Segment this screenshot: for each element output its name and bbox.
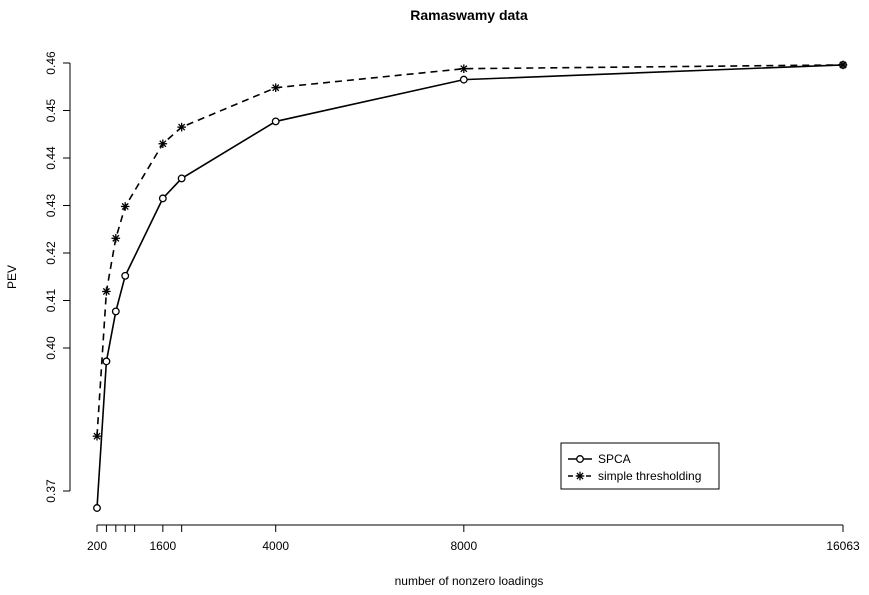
circle-marker — [177, 174, 186, 183]
asterisk-marker — [120, 202, 130, 211]
y-tick-label: 0.40 — [44, 336, 58, 360]
x-tick-label: 4000 — [262, 539, 289, 553]
y-tick-label: 0.45 — [44, 98, 58, 122]
asterisk-marker — [111, 233, 121, 243]
y-axis-label: PEV — [5, 265, 19, 289]
asterisk-marker — [575, 471, 585, 481]
asterisk-marker — [271, 83, 281, 92]
series-line-spca — [96, 64, 844, 509]
legend-label: SPCA — [598, 452, 631, 466]
x-axis-label: number of nonzero loadings — [395, 574, 544, 588]
circle-marker — [111, 307, 120, 316]
circle-marker — [158, 194, 167, 203]
legend-entries: SPCA simple thresholding — [568, 452, 701, 483]
y-tick-label: 0.43 — [44, 193, 58, 217]
asterisk-marker — [459, 64, 469, 73]
x-tick-label: 1600 — [149, 539, 176, 553]
y-tick-label: 0.46 — [44, 51, 58, 75]
y-tick-label: 0.42 — [44, 241, 58, 265]
y-tick-label: 0.37 — [44, 479, 58, 503]
circle-marker — [102, 357, 111, 366]
circle-marker — [93, 504, 101, 512]
legend-box — [560, 442, 720, 490]
circle-marker — [271, 117, 280, 126]
legend: SPCA simple thresholding — [560, 442, 720, 490]
x-tick-label: 16063 — [826, 539, 860, 553]
asterisk-marker — [158, 139, 168, 149]
y-axis: 0.37 0.40 0.41 0.42 0.43 0.44 0.45 0.46 — [44, 51, 71, 503]
asterisk-marker — [92, 431, 102, 441]
circle-marker — [121, 271, 130, 280]
asterisk-marker — [102, 287, 111, 296]
y-tick-label: 0.44 — [44, 146, 58, 170]
circle-marker — [576, 455, 584, 463]
legend-label: simple thresholding — [598, 469, 701, 483]
x-axis: 200 1600 4000 8000 16063 — [87, 524, 860, 553]
y-tick-label: 0.41 — [44, 288, 58, 312]
x-tick-label: 8000 — [450, 539, 477, 553]
series-line-simple-thresholding — [96, 64, 844, 437]
asterisk-marker — [177, 122, 186, 132]
x-tick-label: 200 — [87, 539, 107, 553]
circle-marker — [459, 75, 468, 84]
asterisk-marker — [838, 60, 848, 70]
chart-title: Ramaswamy data — [410, 7, 528, 23]
series-layer — [92, 60, 848, 512]
